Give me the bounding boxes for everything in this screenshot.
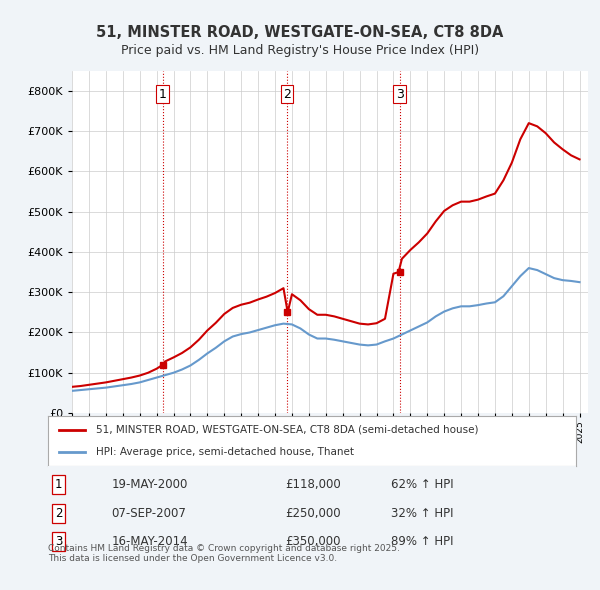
Text: £350,000: £350,000 xyxy=(286,535,341,548)
Text: 1: 1 xyxy=(159,88,167,101)
Text: 89% ↑ HPI: 89% ↑ HPI xyxy=(391,535,454,548)
Text: 51, MINSTER ROAD, WESTGATE-ON-SEA, CT8 8DA (semi-detached house): 51, MINSTER ROAD, WESTGATE-ON-SEA, CT8 8… xyxy=(95,425,478,435)
Text: Contains HM Land Registry data © Crown copyright and database right 2025.
This d: Contains HM Land Registry data © Crown c… xyxy=(48,544,400,563)
Text: Price paid vs. HM Land Registry's House Price Index (HPI): Price paid vs. HM Land Registry's House … xyxy=(121,44,479,57)
Text: 16-MAY-2014: 16-MAY-2014 xyxy=(112,535,188,548)
Text: 2: 2 xyxy=(55,507,62,520)
Text: 1: 1 xyxy=(55,478,62,491)
Text: HPI: Average price, semi-detached house, Thanet: HPI: Average price, semi-detached house,… xyxy=(95,447,353,457)
Text: 19-MAY-2000: 19-MAY-2000 xyxy=(112,478,188,491)
Text: 2: 2 xyxy=(283,88,291,101)
Text: 3: 3 xyxy=(396,88,404,101)
Text: 07-SEP-2007: 07-SEP-2007 xyxy=(112,507,186,520)
Text: 62% ↑ HPI: 62% ↑ HPI xyxy=(391,478,454,491)
Text: 51, MINSTER ROAD, WESTGATE-ON-SEA, CT8 8DA: 51, MINSTER ROAD, WESTGATE-ON-SEA, CT8 8… xyxy=(97,25,503,40)
Text: 3: 3 xyxy=(55,535,62,548)
Text: £250,000: £250,000 xyxy=(286,507,341,520)
Text: £118,000: £118,000 xyxy=(286,478,341,491)
Text: 32% ↑ HPI: 32% ↑ HPI xyxy=(391,507,454,520)
